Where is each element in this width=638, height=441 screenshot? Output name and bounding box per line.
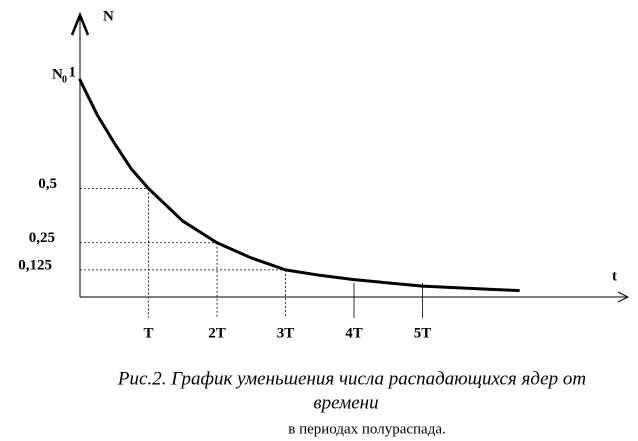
y-axis-label: N bbox=[103, 8, 114, 24]
x-axis-arrow bbox=[617, 291, 630, 303]
y-max-subscript: 0 bbox=[62, 74, 67, 85]
x-tick-label: 3T bbox=[277, 325, 295, 341]
x-tick-label: T bbox=[143, 325, 153, 341]
y-tick-label: 1 bbox=[69, 64, 77, 80]
caption: времени bbox=[313, 392, 378, 413]
x-tick-label: 5T bbox=[414, 325, 432, 341]
caption: Рис.2. График уменьшения числа распадающ… bbox=[117, 368, 586, 389]
y-max-symbol: N bbox=[52, 66, 63, 82]
y-tick-label: 0,125 bbox=[18, 257, 52, 273]
x-tick-label: 2T bbox=[208, 325, 226, 341]
y-tick-label: 0,5 bbox=[38, 176, 57, 192]
y-tick-label: 0,25 bbox=[29, 230, 55, 246]
y-axis-arrow bbox=[70, 11, 90, 36]
decay-curve bbox=[78, 78, 520, 292]
x-tick-label: 4T bbox=[345, 325, 363, 341]
x-axis-label: t bbox=[612, 268, 617, 284]
subcaption: в периодах полураспада. bbox=[288, 421, 446, 437]
